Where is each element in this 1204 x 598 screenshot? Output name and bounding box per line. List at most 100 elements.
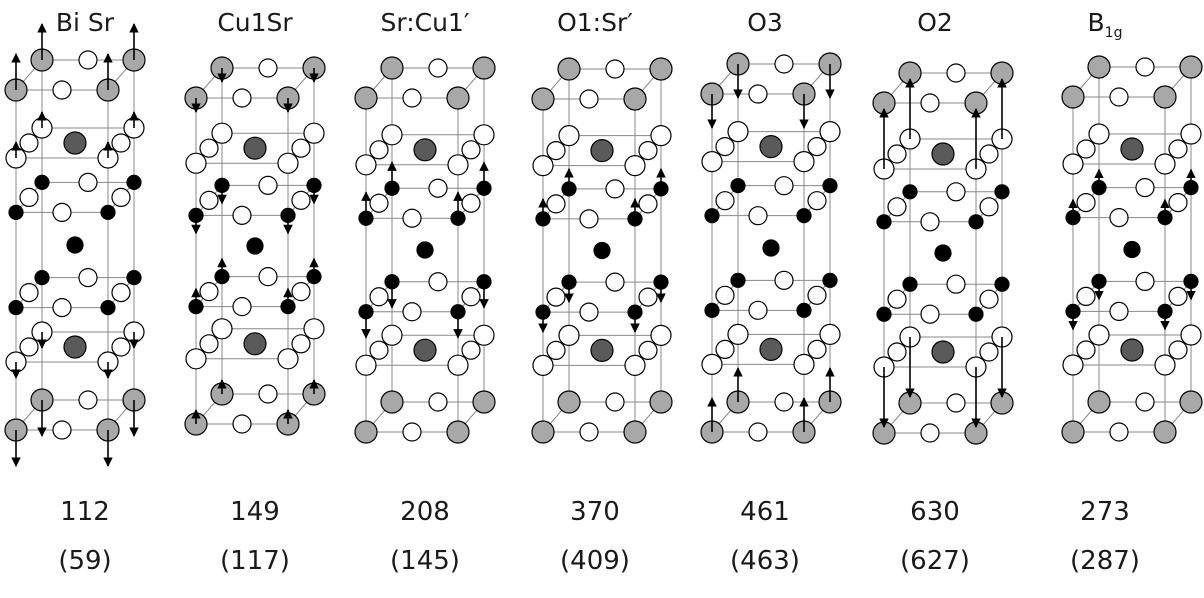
gray-atom (1153, 85, 1177, 109)
mode-title-5: O3 (747, 8, 783, 37)
white-atom (232, 88, 252, 108)
white-atom (887, 342, 907, 362)
white-atom (579, 302, 599, 322)
gray-atom (1087, 55, 1111, 79)
white-atom (303, 318, 325, 340)
white-atom (793, 353, 815, 375)
white-atom (715, 339, 735, 359)
black-atom (876, 306, 892, 322)
unit-cell-2 (184, 56, 326, 436)
white-atom (946, 63, 966, 83)
white-atom (211, 318, 233, 340)
white-atom (807, 285, 827, 305)
dark-atom (759, 337, 783, 361)
dark-atom (1120, 137, 1144, 161)
white-atom (185, 348, 207, 370)
white-atom (199, 138, 219, 158)
white-atom (428, 392, 448, 412)
white-atom (715, 285, 735, 305)
white-atom (258, 175, 278, 195)
center-atom (934, 244, 952, 262)
mode-title-7: B1g (1020, 8, 1190, 41)
white-atom (774, 54, 794, 74)
dark-atom (590, 338, 614, 362)
white-atom (1109, 208, 1129, 228)
black-atom (8, 204, 24, 220)
dark-atom (413, 338, 437, 362)
black-atom (902, 184, 918, 200)
white-atom (111, 283, 131, 303)
mode-frequency-paren-7: (287) (1070, 546, 1140, 576)
black-atom (100, 204, 116, 220)
white-atom (946, 393, 966, 413)
dark-atom (413, 138, 437, 162)
white-atom (579, 209, 599, 229)
gray-atom (557, 390, 581, 414)
mode-frequency-6: 630 (910, 497, 960, 527)
white-atom (1180, 123, 1202, 145)
white-atom (1168, 340, 1188, 360)
white-atom (715, 137, 735, 157)
white-atom (558, 125, 580, 147)
white-atom (52, 202, 72, 222)
center-atom (66, 236, 84, 254)
white-atom (748, 300, 768, 320)
gray-atom (623, 87, 647, 111)
center-atom (1123, 240, 1141, 259)
white-atom (546, 340, 566, 360)
mode-title-7-sub: 1g (1104, 25, 1123, 41)
white-atom (1062, 354, 1084, 376)
white-atom (258, 267, 278, 287)
black-atom (822, 272, 838, 288)
white-atom (650, 324, 672, 346)
white-atom (473, 324, 495, 346)
white-atom (199, 334, 219, 354)
unit-cell-1 (4, 23, 146, 467)
white-atom (1168, 139, 1188, 159)
white-atom (605, 179, 625, 199)
white-atom (447, 354, 469, 376)
white-atom (1062, 153, 1084, 175)
dark-atom (1120, 338, 1144, 362)
gray-atom (649, 390, 673, 414)
white-atom (701, 353, 723, 375)
white-atom (748, 84, 768, 104)
white-atom (461, 193, 481, 213)
white-atom (1180, 324, 1202, 346)
white-atom (428, 58, 448, 78)
gray-atom (354, 420, 378, 444)
white-atom (1168, 193, 1188, 213)
gray-atom (1061, 420, 1085, 444)
gray-atom (1087, 390, 1111, 414)
white-atom (402, 422, 422, 442)
black-atom (796, 302, 812, 318)
white-atom (638, 141, 658, 161)
black-atom (730, 178, 746, 194)
white-atom (19, 283, 39, 303)
mode-frequency-7: 273 (1080, 497, 1130, 527)
white-atom (1135, 178, 1155, 198)
mode-title-6: O2 (917, 8, 953, 37)
white-atom (638, 194, 658, 214)
white-atom (1154, 153, 1176, 175)
white-atom (303, 122, 325, 144)
black-atom (994, 276, 1010, 292)
white-atom (277, 152, 299, 174)
white-atom (819, 323, 841, 345)
white-atom (277, 348, 299, 370)
white-atom (232, 414, 252, 434)
white-atom (979, 289, 999, 309)
white-atom (428, 272, 448, 292)
white-atom (461, 140, 481, 160)
dark-atom (63, 335, 87, 359)
dark-atom (931, 142, 955, 166)
white-atom (291, 190, 311, 210)
black-atom (704, 208, 720, 224)
white-atom (727, 121, 749, 143)
white-atom (920, 423, 940, 443)
white-atom (774, 270, 794, 290)
white-atom (546, 194, 566, 214)
white-atom (807, 191, 827, 211)
dark-atom (759, 135, 783, 159)
